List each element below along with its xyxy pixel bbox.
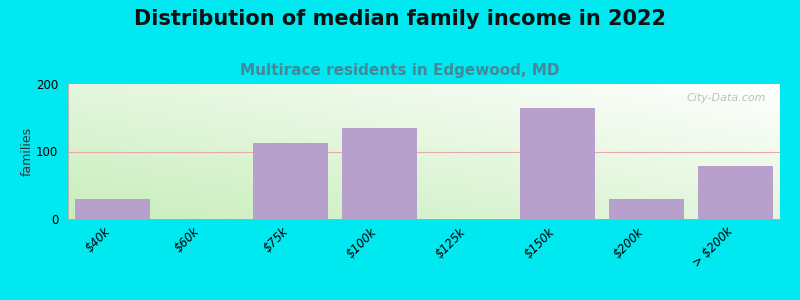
Bar <box>342 128 418 219</box>
Y-axis label: families: families <box>20 127 34 176</box>
Text: Multirace residents in Edgewood, MD: Multirace residents in Edgewood, MD <box>240 63 560 78</box>
Text: Distribution of median family income in 2022: Distribution of median family income in … <box>134 9 666 29</box>
Bar <box>698 166 774 219</box>
Bar <box>74 199 150 219</box>
Bar <box>253 143 328 219</box>
Bar <box>609 199 684 219</box>
Bar <box>520 108 595 219</box>
Text: City-Data.com: City-Data.com <box>686 93 766 103</box>
